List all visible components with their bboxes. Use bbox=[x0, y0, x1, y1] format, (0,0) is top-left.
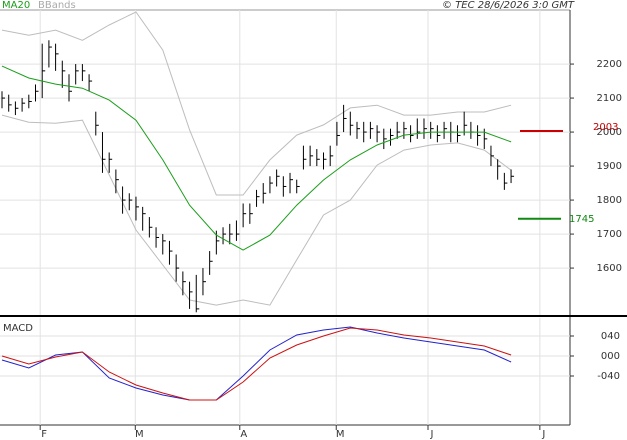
y-tick-label: 1600 bbox=[597, 263, 622, 274]
copyright: © TEC 28/6/2026 3:0 GMT bbox=[442, 0, 575, 11]
ma-line bbox=[1, 65, 512, 251]
y-tick-label: 040 bbox=[601, 331, 620, 342]
y-tick-label: -040 bbox=[597, 371, 620, 382]
macd-title: MACD bbox=[3, 323, 33, 334]
y-tick-label: 2000 bbox=[597, 127, 622, 138]
y-tick-label: 000 bbox=[601, 351, 620, 362]
x-tick-label: F bbox=[41, 429, 47, 440]
lower-band bbox=[1, 114, 512, 306]
ma-legend: MA20 bbox=[2, 0, 30, 11]
level-label: 2003 bbox=[593, 122, 618, 133]
x-tick-label: M bbox=[135, 429, 144, 440]
y-tick-label: 2200 bbox=[597, 59, 622, 70]
x-tick-label: M bbox=[336, 429, 345, 440]
y-tick-label: 1900 bbox=[597, 161, 622, 172]
x-tick-label: J bbox=[430, 429, 434, 440]
upper-band bbox=[1, 11, 512, 196]
y-tick-label: 1700 bbox=[597, 229, 622, 240]
level-label: 1745 bbox=[569, 214, 594, 225]
x-tick-label: J bbox=[541, 429, 545, 440]
y-tick-label: 1800 bbox=[597, 195, 622, 206]
y-tick-label: 2100 bbox=[597, 93, 622, 104]
macd-line bbox=[1, 326, 512, 401]
macd-line bbox=[1, 327, 512, 401]
x-tick-label: A bbox=[240, 429, 247, 440]
bands-legend: BBands bbox=[38, 0, 76, 11]
